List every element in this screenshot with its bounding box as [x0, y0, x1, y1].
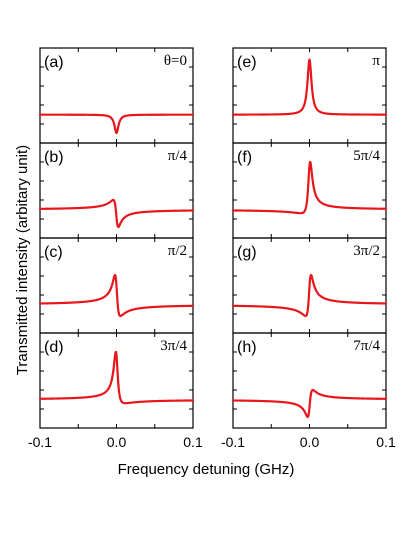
- transmission-curve: [231, 58, 388, 116]
- panel-label: (g): [237, 244, 257, 261]
- phase-label: π: [372, 53, 380, 69]
- panel-label: (a): [44, 54, 64, 71]
- x-tick-label: 0.0: [107, 434, 127, 450]
- x-tick-label: 0.1: [183, 434, 203, 450]
- panel-grid: (a) θ=0 (b) π/4 (c) π/2 (d) 3π/4 (e) π (f) 5π/4 (g) 3…: [28, 47, 396, 450]
- panel-b: (b) π/4: [38, 142, 195, 239]
- x-tick-label: 0.0: [300, 434, 320, 450]
- phase-label: π/2: [168, 243, 187, 259]
- panel-label: (b): [44, 149, 64, 166]
- x-tick-label: -0.1: [221, 434, 245, 450]
- panel-d: (d) 3π/4: [38, 332, 195, 429]
- phase-label: 7π/4: [353, 338, 380, 354]
- x-tick-label: 0.1: [376, 434, 396, 450]
- transmission-curve: [38, 113, 195, 135]
- phase-label: θ=0: [164, 53, 187, 69]
- panel-label: (c): [44, 244, 63, 261]
- panel-a: (a) θ=0: [38, 47, 195, 144]
- transmission-curve: [231, 388, 388, 419]
- transmission-curve: [38, 273, 195, 318]
- panel-e: (e) π: [231, 47, 388, 144]
- panel-f: (f) 5π/4: [231, 142, 388, 239]
- transmission-curve: [231, 160, 388, 215]
- phase-label: π/4: [168, 148, 188, 164]
- transmission-curve: [38, 350, 195, 405]
- panel-c: (c) π/2: [38, 237, 195, 334]
- panel-h: (h) 7π/4: [231, 332, 388, 429]
- phase-label: 3π/2: [353, 243, 380, 259]
- panel-label: (d): [44, 339, 64, 356]
- panel-g: (g) 3π/2: [231, 237, 388, 334]
- panel-label: (h): [237, 339, 257, 356]
- phase-label: 3π/4: [160, 338, 187, 354]
- panel-label: (e): [237, 54, 257, 71]
- x-axis-label: Frequency detuning (GHz): [118, 461, 295, 478]
- panel-label: (f): [237, 149, 252, 166]
- transmission-curve: [38, 198, 195, 229]
- y-axis-label: Transmitted intensity (arbitary unit): [14, 145, 31, 375]
- transmission-curve: [231, 273, 388, 318]
- x-tick-label: -0.1: [28, 434, 52, 450]
- phase-label: 5π/4: [353, 148, 380, 164]
